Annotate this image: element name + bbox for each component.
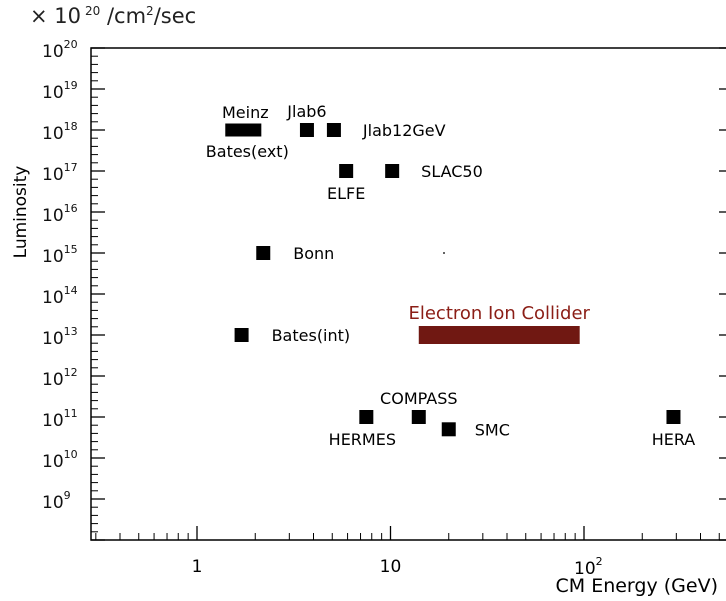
y-tick-label: 1016 (42, 202, 78, 226)
x-tick-label: 1 (192, 557, 203, 577)
x-axis-label: CM Energy (GeV) (556, 575, 719, 597)
range-label: Electron Ion Collider (408, 303, 590, 324)
point-label: Jlab12GeV (362, 121, 446, 140)
point-marker (441, 422, 456, 437)
unit-base-exponent: 2 (146, 4, 154, 18)
point-marker (411, 410, 426, 424)
x-tick-label: 10 (380, 557, 402, 577)
y-tick-label: 1019 (42, 79, 78, 103)
data-marks (225, 123, 681, 437)
point-label: ELFE (327, 184, 365, 203)
point-marker (666, 410, 681, 424)
point-label: HERA (652, 430, 696, 449)
y-unit-label: × 10 20 /cm2/sec (30, 4, 196, 28)
point-marker (326, 123, 341, 137)
point-label: SMC (475, 420, 510, 439)
y-tick-label: 1010 (42, 448, 78, 472)
point-marker (234, 328, 249, 342)
range-label: Meinz (222, 103, 269, 122)
point-label: HERMES (329, 430, 396, 449)
y-axis-label: Luminosity (11, 166, 31, 259)
y-tick-label: 109 (42, 489, 71, 513)
point-label: SLAC50 (421, 162, 483, 181)
point-marker (256, 246, 271, 260)
point-label: Bates(int) (272, 326, 351, 345)
point-marker (385, 164, 400, 178)
stray-dot (443, 252, 445, 254)
y-tick-label: 1014 (42, 284, 78, 308)
range-bar (225, 123, 262, 137)
x-tick-labels: 1 10 102 (192, 555, 603, 579)
point-label: Jlab6 (286, 102, 326, 121)
point-label: Bonn (293, 244, 334, 263)
point-label: COMPASS (380, 389, 457, 408)
y-tick-label: 1017 (42, 161, 78, 185)
x-tick-label: 102 (574, 555, 603, 579)
y-tick-label: 1012 (42, 366, 78, 390)
y-tick-labels: 1020 1019 1018 1017 1016 1015 1014 1013 1012 1011… (42, 38, 78, 513)
y-tick-label: 1018 (42, 120, 78, 144)
point-marker (359, 410, 374, 424)
unit-prefix: × 10 (30, 4, 81, 28)
point-marker (299, 123, 314, 137)
y-tick-label: 1013 (42, 325, 78, 349)
range-label: Bates(ext) (206, 142, 289, 161)
unit-exponent: 20 (85, 4, 101, 18)
point-marker (339, 164, 354, 178)
y-tick-label: 1011 (42, 407, 78, 431)
y-tick-label: 1020 (42, 38, 78, 62)
data-labels: Meinz Bates(ext) Electron Ion Collider Jlab… (206, 102, 696, 449)
axis-ticks (91, 47, 726, 541)
y-tick-label: 1015 (42, 243, 78, 267)
unit-base: /cm (106, 4, 147, 28)
unit-tail: /sec (153, 4, 197, 28)
range-bar (418, 326, 580, 344)
